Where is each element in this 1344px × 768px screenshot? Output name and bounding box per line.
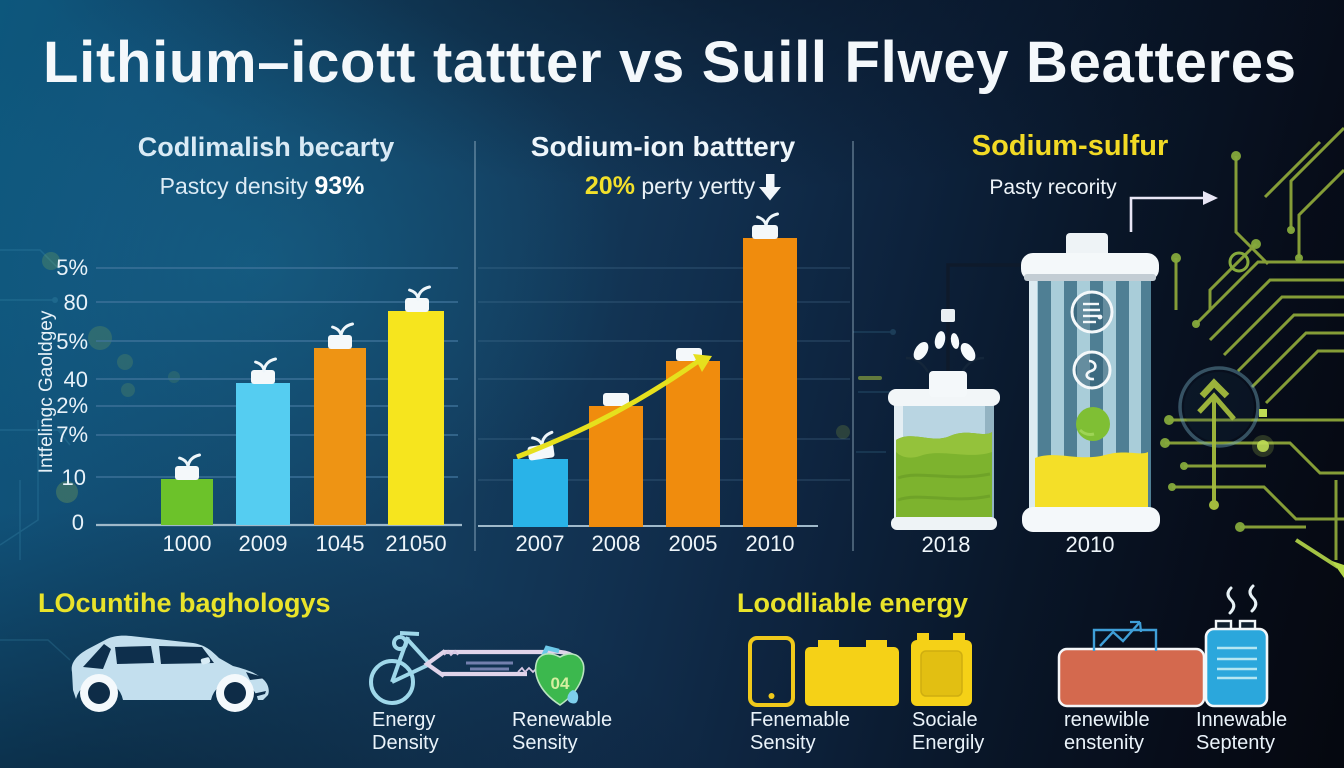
svg-text:2%: 2% xyxy=(56,393,88,418)
svg-text:2010: 2010 xyxy=(1066,532,1115,557)
svg-text:2018: 2018 xyxy=(922,532,971,557)
svg-text:0: 0 xyxy=(72,510,84,535)
svg-text:7%: 7% xyxy=(56,422,88,447)
svg-text:2005: 2005 xyxy=(669,531,718,556)
svg-text:1045: 1045 xyxy=(316,531,365,556)
svg-text:2009: 2009 xyxy=(239,531,288,556)
svg-text:80: 80 xyxy=(64,290,88,315)
svg-text:2008: 2008 xyxy=(592,531,641,556)
svg-text:21050: 21050 xyxy=(385,531,446,556)
svg-text:40: 40 xyxy=(64,367,88,392)
svg-text:2010: 2010 xyxy=(746,531,795,556)
svg-text:04: 04 xyxy=(551,674,570,693)
svg-text:5%: 5% xyxy=(56,329,88,354)
svg-text:1000: 1000 xyxy=(163,531,212,556)
svg-text:2007: 2007 xyxy=(516,531,565,556)
svg-text:5%: 5% xyxy=(56,255,88,280)
svg-text:10: 10 xyxy=(62,465,86,490)
